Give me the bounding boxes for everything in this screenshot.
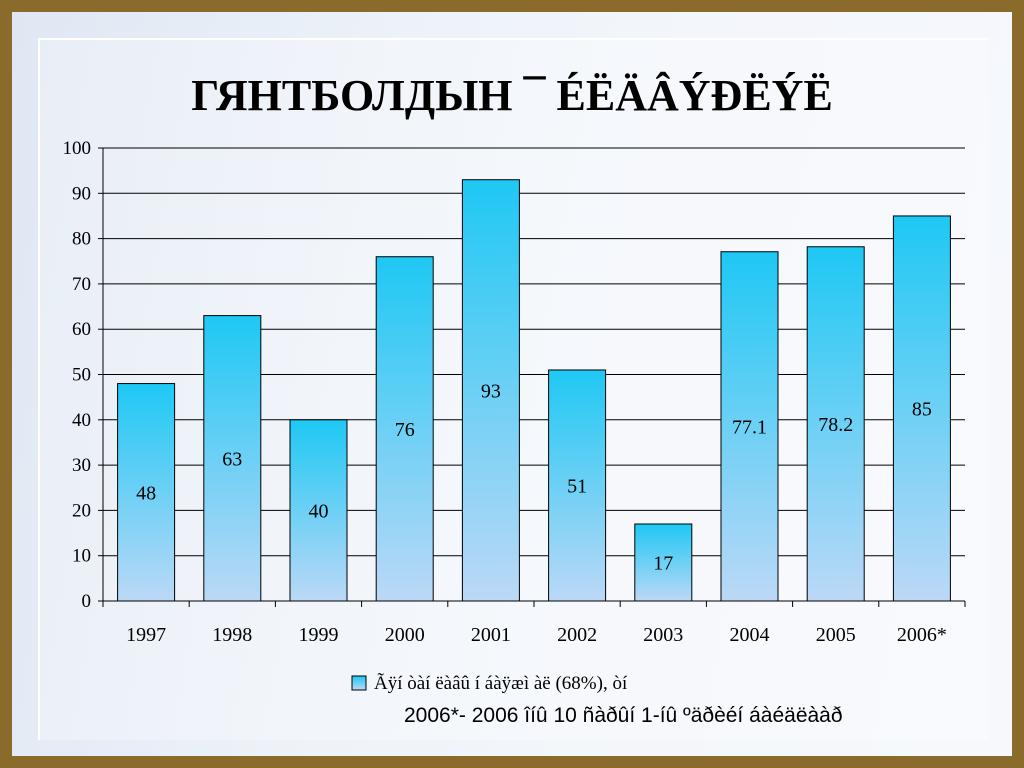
y-tick-label: 70 xyxy=(72,274,91,295)
footnote: 2006*- 2006 îíû 10 ñàðûí 1-íû ºäðèéí áàé… xyxy=(404,704,843,727)
bar xyxy=(548,369,607,602)
data-label: 78.2 xyxy=(818,414,853,436)
y-tick-label: 40 xyxy=(72,410,91,431)
data-label: 17 xyxy=(653,552,673,574)
x-tick-label: 1999 xyxy=(299,624,339,646)
bar xyxy=(634,523,693,602)
x-tick-label: 2005 xyxy=(816,624,856,646)
y-tick-label: 10 xyxy=(72,546,91,567)
bar xyxy=(892,215,951,602)
y-tick-label: 100 xyxy=(63,138,92,159)
x-tick-label: 2002 xyxy=(557,624,597,646)
bar xyxy=(461,179,520,602)
data-label: 48 xyxy=(136,482,156,504)
legend: Ãÿí òàí ëàâû í áàÿæì àë (68%), òí xyxy=(351,672,628,694)
bar xyxy=(117,383,176,602)
bars xyxy=(117,179,951,602)
data-label: 85 xyxy=(912,398,932,420)
legend-label: Ãÿí òàí ëàâû í áàÿæì àë (68%), òí xyxy=(374,672,628,694)
x-tick-label: 1997 xyxy=(126,624,166,646)
x-tick-label: 2001 xyxy=(471,624,511,646)
x-tick-label: 1998 xyxy=(212,624,252,646)
y-tick-label: 90 xyxy=(72,183,91,204)
data-label: 63 xyxy=(222,448,242,470)
data-label: 76 xyxy=(395,419,415,441)
bar xyxy=(375,256,434,602)
y-tick-label: 30 xyxy=(72,455,91,476)
legend-swatch xyxy=(351,675,367,691)
data-label: 51 xyxy=(567,475,587,497)
bar xyxy=(720,251,779,602)
bar xyxy=(203,315,262,602)
y-tick-label: 60 xyxy=(72,319,91,340)
y-tick-label: 80 xyxy=(72,229,91,250)
y-tick-label: 50 xyxy=(72,365,91,386)
data-label: 77.1 xyxy=(732,416,767,438)
data-label: 40 xyxy=(309,500,329,522)
x-tick-label: 2003 xyxy=(643,624,683,646)
x-tick-label: 2000 xyxy=(385,624,425,646)
x-tick-label: 2004 xyxy=(730,624,770,646)
bar xyxy=(289,419,348,602)
data-labels: 48 63 40 76 93 51 17 77.1 78.2 85 xyxy=(136,380,932,574)
x-tick-label: 2006* xyxy=(897,624,947,646)
y-tick-label: 20 xyxy=(72,500,91,521)
y-tick-label: 0 xyxy=(82,591,92,612)
data-label: 93 xyxy=(481,380,501,402)
bar xyxy=(806,246,865,602)
slide-title: ГЯНТБОЛДЫН ¯ ÉËÄÂÝÐËÝË xyxy=(191,71,833,120)
